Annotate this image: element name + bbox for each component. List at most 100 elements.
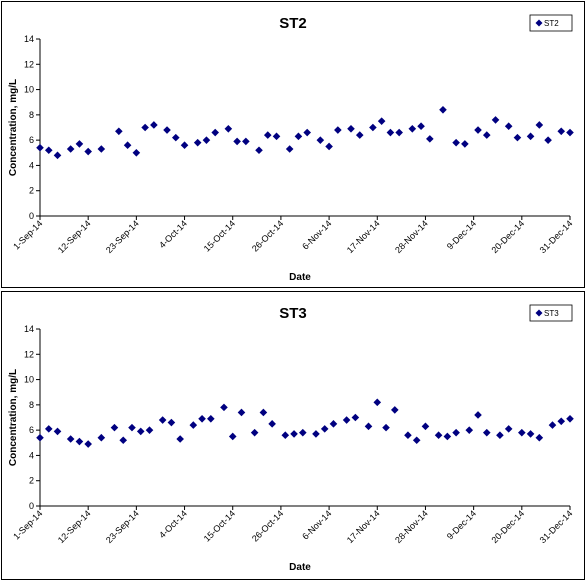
data-point (119, 436, 128, 445)
data-point (526, 430, 535, 438)
y-tick-label: 14 (24, 324, 34, 334)
data-point (294, 132, 303, 141)
x-tick-label: 9-Dec-14 (445, 218, 478, 251)
series-st2 (36, 106, 574, 160)
data-point (115, 127, 123, 136)
data-point (263, 131, 272, 139)
data-point (369, 123, 377, 132)
data-point (171, 133, 180, 142)
legend: ST3 (529, 304, 573, 322)
data-point (237, 408, 246, 417)
data-point (491, 116, 500, 124)
y-tick-label: 12 (24, 59, 34, 69)
data-point (443, 432, 452, 441)
data-point (566, 128, 574, 137)
y-tick-label: 4 (29, 450, 34, 460)
data-point (566, 414, 574, 423)
data-point (44, 425, 53, 433)
data-point (36, 433, 44, 442)
data-point (220, 403, 228, 412)
x-tick-label: 4-Oct-14 (157, 218, 189, 250)
data-point (386, 128, 395, 137)
data-point (465, 426, 474, 434)
x-tick-label: 31-Dec-14 (538, 218, 575, 255)
data-point (250, 428, 259, 437)
y-tick-label: 8 (29, 110, 34, 120)
data-point (408, 124, 417, 133)
data-point (193, 138, 202, 147)
data-point (299, 428, 307, 437)
data-point (189, 421, 198, 429)
data-point (132, 148, 141, 157)
y-tick-label: 14 (24, 34, 34, 44)
data-point (535, 433, 544, 442)
data-point (329, 420, 338, 428)
legend-marker (535, 19, 543, 27)
data-point (176, 435, 184, 443)
data-point (377, 117, 386, 125)
data-point (207, 414, 215, 423)
x-axis-title: Date (289, 562, 311, 573)
data-point (390, 406, 399, 414)
data-point (518, 428, 526, 437)
data-point (259, 408, 268, 417)
data-point (233, 137, 241, 146)
x-tick-label: 20-Dec-14 (489, 218, 526, 255)
x-tick-label: 12-Sep-14 (56, 218, 93, 255)
y-tick-label: 10 (24, 85, 34, 95)
x-tick-label: 1-Sep-14 (11, 508, 44, 541)
x-tick-label: 15-Oct-14 (202, 218, 237, 253)
data-point (452, 138, 460, 147)
data-point (504, 122, 513, 131)
data-point (198, 414, 206, 423)
data-point (342, 416, 351, 424)
x-tick-label: 28-Nov-14 (393, 218, 430, 255)
x-tick-label: 17-Nov-14 (345, 508, 382, 545)
data-point (97, 145, 106, 153)
y-tick-label: 0 (29, 211, 34, 221)
st3-chart: ST3 ST3 0 2 4 6 8 10 12 14 1-Sep-14 12-Sep-14 23-Sep… (8, 304, 574, 573)
data-point (158, 416, 167, 424)
x-tick-label: 20-Dec-14 (489, 508, 526, 545)
data-point (66, 435, 75, 443)
data-point (513, 133, 522, 142)
data-point (141, 123, 149, 132)
data-point (123, 141, 132, 149)
data-point (128, 423, 136, 432)
y-tick-label: 8 (29, 400, 34, 410)
data-point (421, 422, 430, 431)
data-point (347, 124, 355, 133)
data-point (224, 124, 233, 133)
data-point (53, 427, 62, 436)
data-point (382, 423, 390, 432)
data-point (526, 132, 535, 141)
data-point (268, 420, 276, 428)
y-tick-label: 2 (29, 186, 34, 196)
y-tick-label: 6 (29, 425, 34, 435)
data-point (255, 146, 263, 155)
data-point (66, 145, 75, 153)
data-point (452, 428, 460, 437)
y-tick-label: 4 (29, 160, 34, 170)
data-point (150, 121, 158, 129)
series-st3 (36, 398, 574, 448)
data-point (36, 143, 44, 152)
data-point (557, 127, 566, 136)
data-point (272, 132, 281, 141)
legend-box (529, 304, 573, 322)
x-tick-label: 4-Oct-14 (157, 508, 189, 540)
x-tick-label: 1-Sep-14 (11, 218, 44, 251)
data-point (167, 418, 176, 427)
y-axis-title: Concentration, mg/L (8, 369, 19, 466)
data-point (211, 128, 220, 137)
data-point (474, 126, 482, 134)
data-point (404, 431, 412, 439)
data-point (44, 146, 53, 155)
data-point (482, 131, 491, 139)
y-tick-label: 10 (24, 375, 34, 385)
data-point (325, 142, 333, 151)
data-point (316, 136, 325, 144)
x-tick-label: 26-Oct-14 (250, 508, 285, 543)
legend: ST2 (529, 14, 573, 32)
x-axis-title: Date (289, 272, 311, 283)
